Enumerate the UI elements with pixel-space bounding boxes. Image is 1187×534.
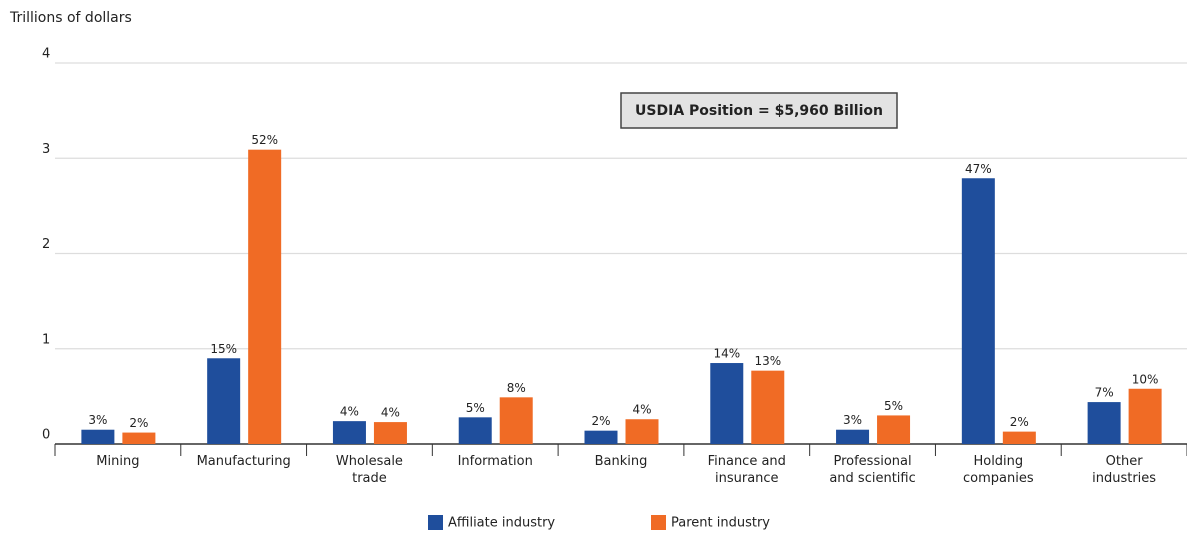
data-label: 8% — [507, 381, 526, 395]
y-tick-label: 0 — [42, 428, 50, 443]
data-label: 10% — [1132, 372, 1159, 386]
bar — [248, 149, 282, 445]
data-label: 14% — [713, 347, 740, 361]
bar — [1002, 431, 1036, 444]
bar — [584, 430, 618, 444]
bar — [81, 429, 115, 444]
x-tick-label: Other industries — [1092, 454, 1157, 486]
data-label: 4% — [632, 403, 651, 417]
bar — [499, 397, 533, 444]
y-tick-label: 4 — [42, 47, 50, 62]
data-label: 4% — [340, 405, 359, 419]
y-axis-label: Trillions of dollars — [9, 10, 132, 26]
x-tick-label: Professional and scientific — [829, 454, 916, 486]
data-label: 3% — [843, 413, 862, 427]
x-tick-label: Holding companies — [963, 454, 1034, 486]
data-label: 4% — [381, 406, 400, 420]
bar — [625, 419, 659, 444]
data-label: 2% — [1010, 415, 1029, 429]
x-tick-label: Manufacturing — [196, 454, 291, 469]
y-tick-label: 1 — [42, 332, 50, 347]
data-label: 13% — [754, 354, 781, 368]
data-label: 7% — [1095, 386, 1114, 400]
legend-label: Parent industry — [671, 516, 770, 531]
bar — [122, 432, 156, 444]
legend-swatch — [651, 515, 666, 530]
annotation: USDIA Position = $5,960 Billion — [635, 103, 883, 119]
bar — [458, 417, 492, 444]
data-label: 5% — [466, 401, 485, 415]
x-tick-label: Mining — [96, 454, 140, 469]
x-tick-label: Information — [457, 454, 533, 469]
data-label: 2% — [591, 414, 610, 428]
bar — [836, 429, 870, 444]
y-tick-label: 3 — [42, 142, 50, 157]
y-tick-label: 2 — [42, 237, 50, 252]
legend-swatch — [428, 515, 443, 530]
bar — [710, 363, 744, 444]
data-label: 52% — [251, 133, 278, 147]
legend-label: Affiliate industry — [448, 516, 555, 531]
data-label: 47% — [965, 162, 992, 176]
x-tick-label: Banking — [594, 454, 648, 469]
x-tick-label: Wholesale trade — [335, 454, 403, 486]
bar — [877, 415, 911, 444]
data-label: 3% — [88, 413, 107, 427]
bar — [207, 358, 241, 444]
bar — [373, 422, 407, 444]
bar — [961, 178, 995, 444]
data-label: 2% — [129, 416, 148, 430]
bar — [332, 421, 366, 444]
annotation-box — [620, 92, 898, 129]
data-label: 15% — [210, 342, 237, 356]
bar — [1128, 388, 1162, 444]
x-tick-label: Finance and insurance — [707, 454, 786, 486]
bar — [751, 370, 785, 444]
data-label: 5% — [884, 399, 903, 413]
bar — [1087, 402, 1121, 444]
